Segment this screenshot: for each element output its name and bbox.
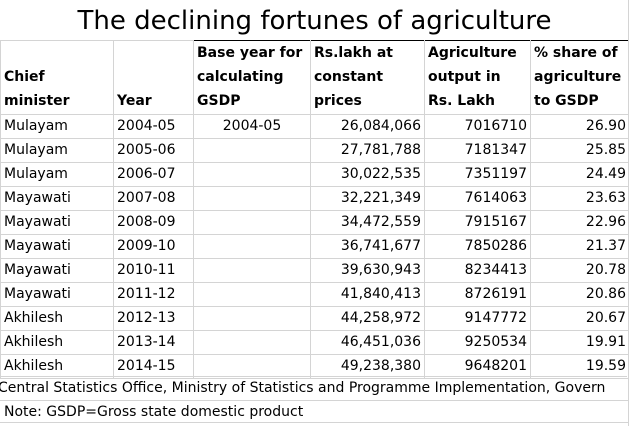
table-row: Akhilesh 2013-14 46,451,036 9250534 19.91 <box>0 330 629 355</box>
header-year: Year <box>113 40 194 115</box>
cell-chief-minister: Akhilesh <box>0 330 114 355</box>
cell-agri-output: 9250534 <box>424 330 531 355</box>
cell-base-year <box>193 210 311 235</box>
cell-agri-share: 19.59 <box>530 354 629 379</box>
cell-year: 2004-05 <box>113 114 194 139</box>
cell-gsdp: 44,258,972 <box>310 306 425 331</box>
cell-gsdp: 39,630,943 <box>310 258 425 283</box>
cell-gsdp: 49,238,380 <box>310 354 425 379</box>
table-row: Mayawati 2007-08 32,221,349 7614063 23.63 <box>0 186 629 211</box>
cell-year: 2014-15 <box>113 354 194 379</box>
header-chief-minister: Chief minister <box>0 40 114 115</box>
table-row: Mulayam 2004-05 2004-05 26,084,066 7016710 26… <box>0 114 629 139</box>
cell-base-year <box>193 306 311 331</box>
table-row: Mayawati 2010-11 39,630,943 8234413 20.78 <box>0 258 629 283</box>
cell-chief-minister: Mayawati <box>0 234 114 259</box>
cell-agri-output: 7016710 <box>424 114 531 139</box>
cell-chief-minister: Mulayam <box>0 162 114 187</box>
cell-gsdp: 41,840,413 <box>310 282 425 307</box>
table-row: Mayawati 2011-12 41,840,413 8726191 20.86 <box>0 282 629 307</box>
table-row: Akhilesh 2014-15 49,238,380 9648201 19.59 <box>0 354 629 379</box>
cell-year: 2008-09 <box>113 210 194 235</box>
cell-base-year <box>193 186 311 211</box>
cell-agri-share: 21.37 <box>530 234 629 259</box>
cell-chief-minister: Akhilesh <box>0 306 114 331</box>
source-line: Central Statistics Office, Ministry of S… <box>0 376 627 400</box>
cell-gsdp: 36,741,677 <box>310 234 425 259</box>
cell-gsdp: 26,084,066 <box>310 114 425 139</box>
cell-base-year <box>193 258 311 283</box>
cell-chief-minister: Mulayam <box>0 114 114 139</box>
cell-agri-share: 20.78 <box>530 258 629 283</box>
cell-chief-minister: Akhilesh <box>0 354 114 379</box>
cell-agri-output: 7351197 <box>424 162 531 187</box>
cell-base-year <box>193 282 311 307</box>
cell-base-year <box>193 354 311 379</box>
cell-base-year <box>193 234 311 259</box>
cell-agri-output: 7915167 <box>424 210 531 235</box>
cell-agri-output: 7850286 <box>424 234 531 259</box>
cell-agri-share: 19.91 <box>530 330 629 355</box>
cell-year: 2009-10 <box>113 234 194 259</box>
header-agri-output: Agriculture output in Rs. Lakh <box>424 40 531 115</box>
header-gsdp: Rs.lakh at constant prices <box>310 40 425 115</box>
cell-agri-share: 22.96 <box>530 210 629 235</box>
table-row: Mayawati 2009-10 36,741,677 7850286 21.37 <box>0 234 629 259</box>
header-base-year: Base year for calculating GSDP <box>193 40 311 115</box>
header-row: Chief minister Year Base year for calcul… <box>0 40 629 115</box>
table-row: Akhilesh 2012-13 44,258,972 9147772 20.67 <box>0 306 629 331</box>
cell-gsdp: 34,472,559 <box>310 210 425 235</box>
cell-base-year: 2004-05 <box>193 114 311 139</box>
cell-agri-share: 23.63 <box>530 186 629 211</box>
cell-gsdp: 27,781,788 <box>310 138 425 163</box>
cell-base-year <box>193 138 311 163</box>
cell-base-year <box>193 330 311 355</box>
cell-chief-minister: Mayawati <box>0 258 114 283</box>
table-row: Mayawati 2008-09 34,472,559 7915167 22.96 <box>0 210 629 235</box>
cell-year: 2011-12 <box>113 282 194 307</box>
cell-agri-output: 7181347 <box>424 138 531 163</box>
cell-year: 2007-08 <box>113 186 194 211</box>
cell-gsdp: 32,221,349 <box>310 186 425 211</box>
table-row: Mulayam 2006-07 30,022,535 7351197 24.49 <box>0 162 629 187</box>
data-table: Chief minister Year Base year for calcul… <box>0 40 629 379</box>
cell-agri-output: 9147772 <box>424 306 531 331</box>
cell-year: 2006-07 <box>113 162 194 187</box>
header-agri-share: % share of agriculture to GSDP <box>530 40 629 115</box>
cell-year: 2012-13 <box>113 306 194 331</box>
cell-chief-minister: Mulayam <box>0 138 114 163</box>
cell-gsdp: 46,451,036 <box>310 330 425 355</box>
cell-agri-output: 9648201 <box>424 354 531 379</box>
cell-base-year <box>193 162 311 187</box>
cell-year: 2013-14 <box>113 330 194 355</box>
cell-agri-share: 26.90 <box>530 114 629 139</box>
cell-agri-share: 20.86 <box>530 282 629 307</box>
cell-chief-minister: Mayawati <box>0 282 114 307</box>
cell-chief-minister: Mayawati <box>0 210 114 235</box>
table-title: The declining fortunes of agriculture <box>77 6 552 36</box>
cell-year: 2010-11 <box>113 258 194 283</box>
cell-agri-output: 8726191 <box>424 282 531 307</box>
table-row: Mulayam 2005-06 27,781,788 7181347 25.85 <box>0 138 629 163</box>
cell-agri-share: 20.67 <box>530 306 629 331</box>
note-line: Note: GSDP=Gross state domestic product <box>0 400 629 423</box>
cell-gsdp: 30,022,535 <box>310 162 425 187</box>
cell-agri-share: 25.85 <box>530 138 629 163</box>
cell-agri-output: 8234413 <box>424 258 531 283</box>
cell-year: 2005-06 <box>113 138 194 163</box>
cell-agri-share: 24.49 <box>530 162 629 187</box>
cell-agri-output: 7614063 <box>424 186 531 211</box>
cell-chief-minister: Mayawati <box>0 186 114 211</box>
